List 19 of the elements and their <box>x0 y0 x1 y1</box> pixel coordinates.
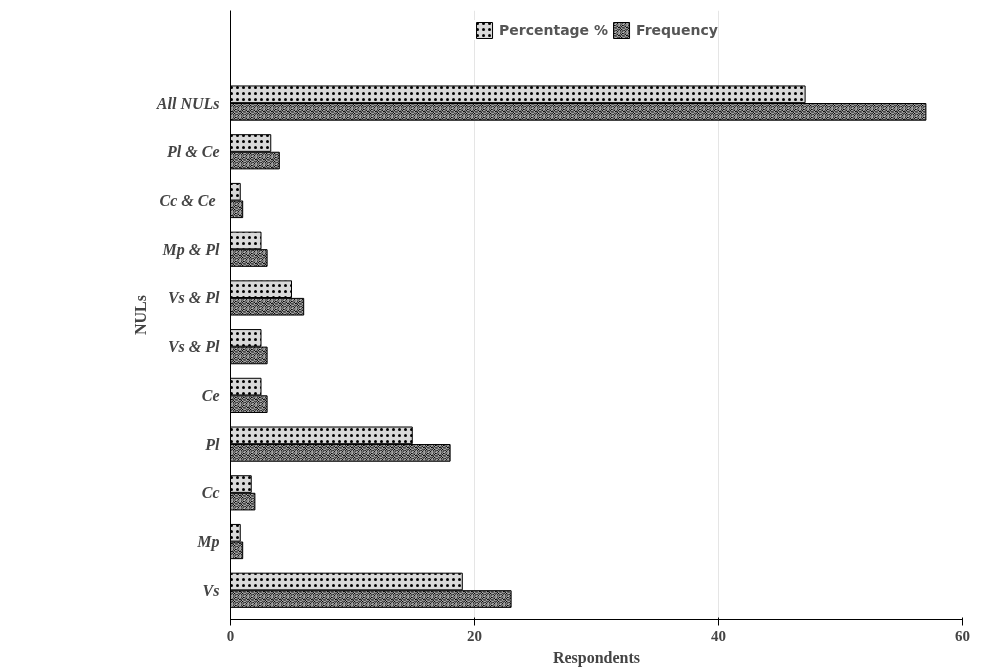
y-tick-label: Vs & Pl <box>167 289 221 307</box>
y-tick-label: Cc & Ce <box>159 192 216 210</box>
x-tick-label: 0 <box>226 627 235 644</box>
x-axis-title: Respondents <box>552 648 641 667</box>
legend-label: Percentage % <box>499 22 609 38</box>
y-tick-label: Ce <box>201 386 220 404</box>
y-tick-label: Vs <box>202 581 220 599</box>
y-tick-label: Vs & Pl <box>167 338 221 356</box>
y-tick-label: Cc <box>201 484 220 502</box>
x-tick-label: 20 <box>467 627 482 644</box>
y-tick-label: Pl <box>204 435 221 453</box>
y-tick-label: Pl & Ce <box>166 143 220 161</box>
y-tick-label: All NULs <box>155 94 220 112</box>
legend-label: Frequency <box>636 22 718 38</box>
y-tick-label: Mp & Pl <box>161 240 221 259</box>
x-tick-label: 60 <box>955 627 970 644</box>
y-tick-label: Mp <box>196 533 220 552</box>
y-axis-title: NULs <box>131 294 149 335</box>
x-tick-label: 40 <box>711 627 726 644</box>
